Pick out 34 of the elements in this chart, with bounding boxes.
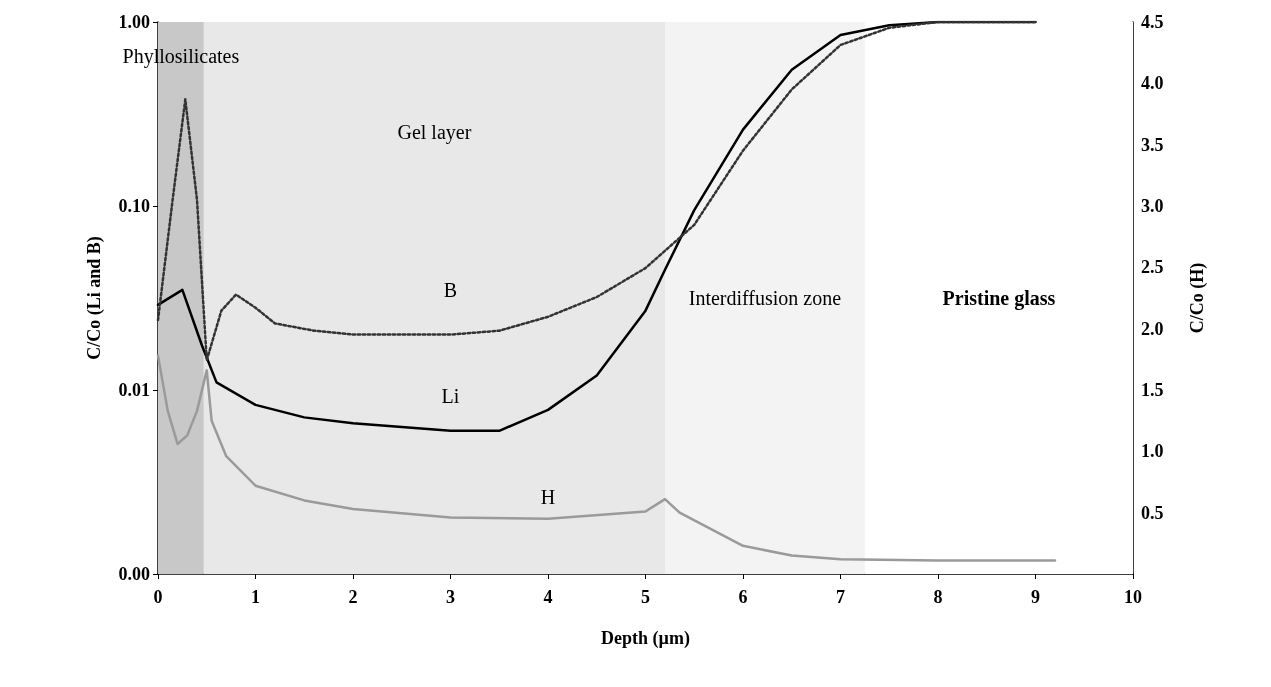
x-tick-label: 2	[348, 587, 358, 607]
y2-tick-label: 4.0	[1141, 73, 1164, 94]
x-tick-label: 10	[1124, 587, 1142, 607]
x-tick-label: 3	[446, 587, 455, 607]
y-axis-title: C/Co (Li and B)	[84, 236, 105, 360]
y2-tick-label: 2.5	[1141, 257, 1164, 278]
x-tick-label: 1	[251, 587, 260, 607]
x-axis-title: Depth (µm)	[601, 628, 690, 649]
x-tick-label: 9	[1031, 587, 1040, 607]
x-tick-label: 4	[543, 587, 553, 607]
y-tick-label: 1.00	[118, 12, 150, 32]
series-label: B	[443, 278, 458, 301]
series-label: Li	[441, 384, 460, 407]
x-tick-label: 6	[738, 587, 748, 607]
y2-tick-label: 1.0	[1141, 441, 1164, 462]
y2-tick-label: 3.5	[1141, 134, 1164, 155]
y2-axis-title: C/Co (H)	[1187, 262, 1208, 334]
band-label: Gel layer	[397, 121, 472, 144]
line-series	[156, 354, 1057, 562]
y-tick-label: 0.01	[118, 380, 150, 400]
y2-tick-label: 2.0	[1141, 318, 1164, 339]
x-tick-label: 7	[836, 587, 845, 607]
x-tick-label: 8	[933, 587, 943, 607]
y2-tick-label: 3.0	[1141, 196, 1164, 216]
y2-tick-label: 0.5	[1141, 502, 1164, 523]
x-tick-label: 5	[641, 587, 650, 607]
y-tick-label: 0.10	[118, 196, 150, 216]
x-tick-label: 0	[153, 587, 163, 607]
y-tick-label: 0.00	[118, 564, 150, 584]
y2-tick-label: 1.5	[1141, 380, 1164, 400]
series-label: H	[540, 485, 556, 508]
y2-tick-label: 4.5	[1141, 12, 1164, 32]
band-label: Interdiffusion zone	[688, 287, 842, 309]
band-label: Pristine glass	[942, 287, 1056, 310]
